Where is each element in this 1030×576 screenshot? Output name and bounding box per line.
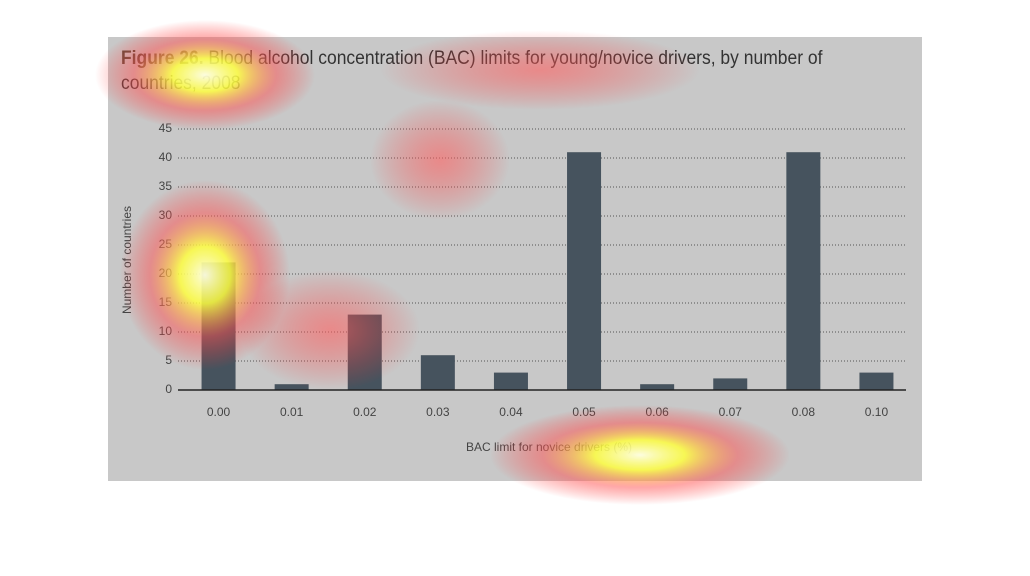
x-tick-label: 0.08 xyxy=(792,405,816,419)
y-tick-label: 5 xyxy=(165,353,172,367)
y-axis-label: Number of countries xyxy=(120,206,134,314)
bar xyxy=(640,384,675,390)
heat-spot xyxy=(240,270,420,390)
bar xyxy=(274,384,309,390)
bar xyxy=(567,152,602,390)
y-tick-label: 35 xyxy=(159,179,173,193)
heat-spot xyxy=(95,20,315,130)
y-tick-label: 15 xyxy=(159,295,173,309)
x-tick-label: 0.02 xyxy=(353,405,377,419)
y-tick-label: 30 xyxy=(159,208,173,222)
bar xyxy=(713,378,748,390)
heat-spot xyxy=(380,30,700,110)
x-axis-label: BAC limit for novice drivers (%) xyxy=(466,440,632,454)
y-tick-label: 40 xyxy=(159,150,173,164)
y-tick-label: 10 xyxy=(159,324,173,338)
x-tick-label: 0.01 xyxy=(280,405,304,419)
x-tick-label: 0.07 xyxy=(719,405,743,419)
x-tick-label: 0.03 xyxy=(426,405,450,419)
bar xyxy=(786,152,821,390)
x-tick-label: 0.05 xyxy=(572,405,596,419)
y-tick-label: 45 xyxy=(159,121,173,135)
x-tick-label: 0.00 xyxy=(207,405,231,419)
x-tick-label: 0.10 xyxy=(865,405,889,419)
heat-spot xyxy=(370,100,510,220)
bar xyxy=(420,355,455,390)
y-tick-label: 20 xyxy=(159,266,173,280)
bar xyxy=(347,314,382,390)
bar xyxy=(859,372,894,390)
y-tick-label: 25 xyxy=(159,237,173,251)
heat-spot xyxy=(490,405,790,505)
x-tick-label: 0.06 xyxy=(645,405,669,419)
plot-area: 0 5 10 15 20 25 30 35 40 45 0.00 0.01 0.02 0.03 0.04 0.… xyxy=(159,121,906,419)
bar xyxy=(493,372,528,390)
heatmap-overlay xyxy=(95,20,790,505)
bar xyxy=(201,262,236,390)
y-tick-label: 0 xyxy=(165,382,172,396)
x-tick-label: 0.04 xyxy=(499,405,523,419)
